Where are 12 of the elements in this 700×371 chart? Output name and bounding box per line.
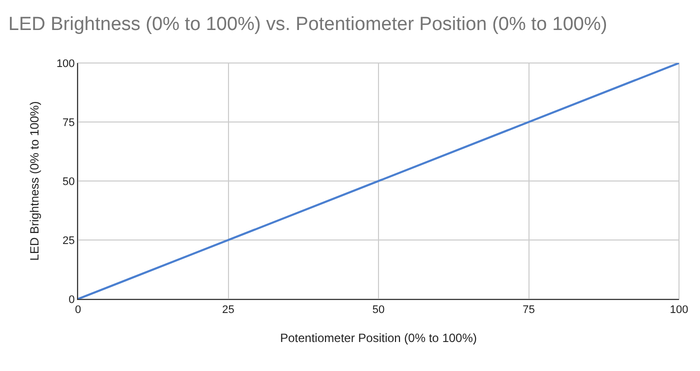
x-tick-label: 25	[222, 304, 234, 316]
y-tick-label: 0	[68, 294, 75, 306]
x-axis-title: Potentiometer Position (0% to 100%)	[280, 331, 477, 346]
y-tick-label: 50	[62, 176, 75, 188]
chart-title: LED Brightness (0% to 100%) vs. Potentiometer Position (0% to 100%)	[8, 14, 608, 35]
y-axis-title: LED Brightness (0% to 100%)	[28, 101, 42, 261]
x-tick-label: 75	[522, 304, 535, 316]
x-tick-label: 100	[670, 304, 688, 316]
y-tick-label: 75	[62, 116, 75, 129]
y-tick-label: 25	[62, 234, 75, 247]
y-tick-label: 100	[56, 58, 75, 70]
x-tick-label: 50	[372, 304, 385, 316]
